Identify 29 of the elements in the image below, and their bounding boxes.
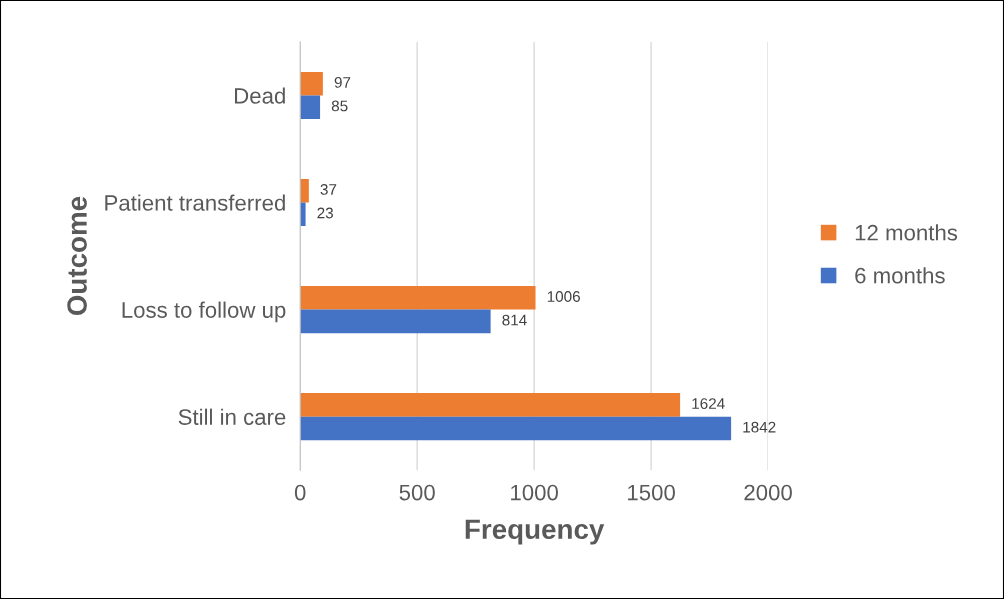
legend-label: 12 months — [855, 224, 958, 241]
data-label: 1624 — [692, 398, 725, 409]
bar — [300, 416, 732, 441]
y-tick-label: Dead — [235, 87, 285, 104]
bar — [300, 71, 323, 96]
x-tick-label: 500 — [399, 484, 435, 501]
bar — [300, 286, 536, 310]
x-tick-label: 2000 — [744, 484, 792, 501]
x-tick-label: 1500 — [628, 484, 675, 501]
y-axis-title: Outcome — [67, 196, 87, 316]
data-label: 97 — [334, 76, 351, 88]
bar — [300, 178, 309, 203]
y-tick-label: Loss to follow up — [122, 301, 286, 323]
bar — [300, 309, 491, 334]
data-label: 37 — [320, 184, 337, 195]
legend-label: 6 months — [855, 267, 945, 284]
bar — [300, 95, 321, 120]
data-label: 1006 — [547, 291, 580, 302]
y-tick-label: Still in care — [178, 408, 286, 425]
data-label: 814 — [502, 314, 527, 326]
bar — [300, 393, 681, 417]
x-tick-label: 1000 — [511, 484, 558, 501]
y-tick-label: Patient transferred — [105, 194, 285, 211]
data-label: 85 — [331, 100, 348, 112]
x-tick-label: 0 — [294, 484, 306, 501]
data-label: 23 — [317, 207, 334, 219]
data-label: 1842 — [743, 421, 776, 433]
bar — [300, 202, 306, 227]
x-axis-title: Frequency — [465, 519, 605, 545]
